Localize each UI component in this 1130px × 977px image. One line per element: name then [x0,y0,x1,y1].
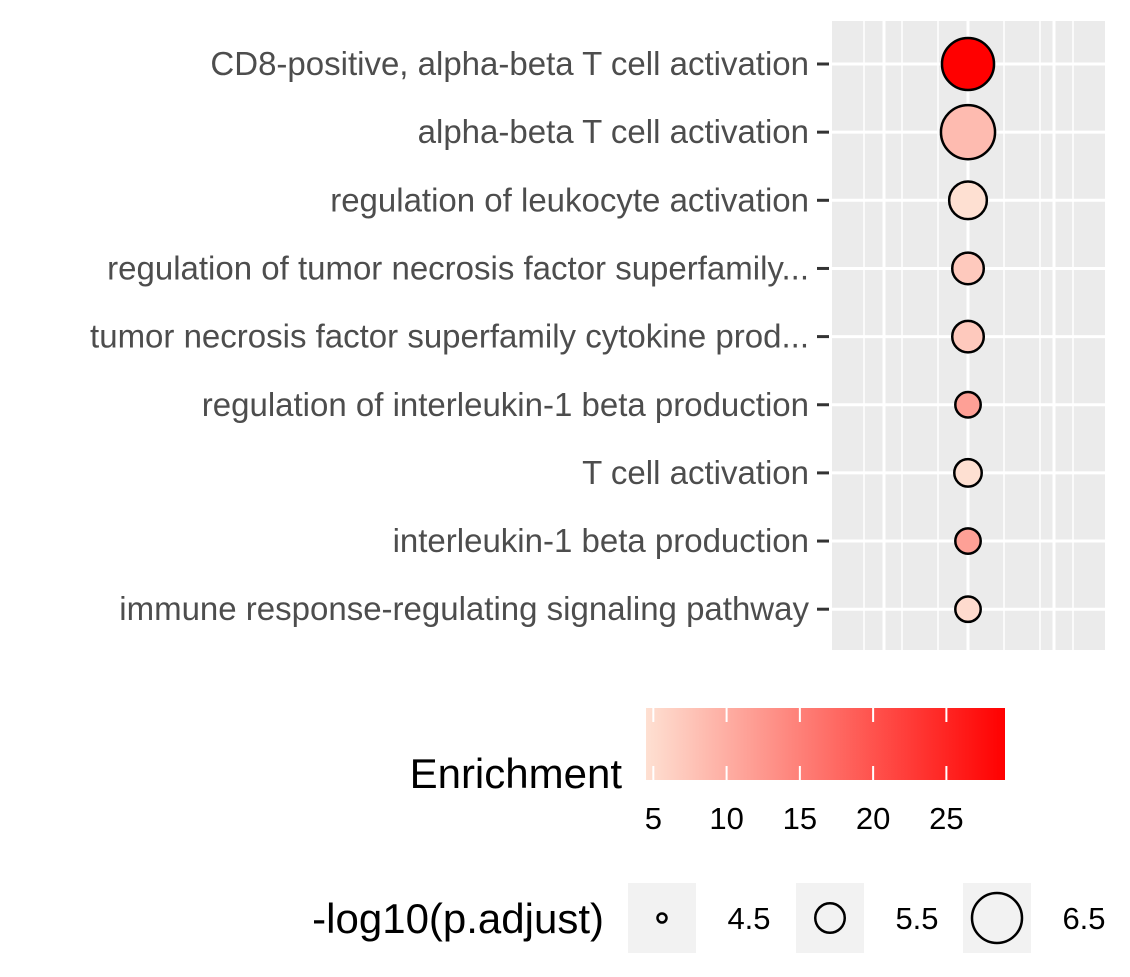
color-tick-label: 25 [929,801,963,836]
color-legend-title: Enrichment [410,750,623,797]
data-point [950,319,986,354]
y-axis-label: T cell activation [582,454,809,491]
y-axis-label: alpha-beta T cell activation [418,113,809,150]
size-legend: -log10(p.adjust) 4.5 5.5 6.5 [312,883,1106,953]
size-key-circle [814,902,846,934]
size-key-label: 6.5 [1062,901,1105,936]
color-tick-label: 5 [645,801,662,836]
y-axis-label: interleukin-1 beta production [393,522,809,559]
color-tick-label: 20 [856,801,890,836]
y-axis-label: regulation of tumor necrosis factor supe… [107,249,809,286]
y-axis-label: immune response-regulating signaling pat… [119,590,809,627]
size-key-label: 4.5 [727,901,770,936]
y-axis-label: regulation of leukocyte activation [330,181,809,218]
size-legend-keys: 4.5 5.5 6.5 [628,883,1106,953]
color-legend-ticks: 5 10 15 20 25 [645,708,964,836]
data-point [939,103,997,161]
data-point [954,390,982,419]
data-point [940,36,996,92]
size-key-circle [656,912,668,924]
y-axis-label: tumor necrosis factor superfamily cytoki… [90,318,809,355]
size-key-label: 5.5 [895,901,938,936]
color-legend: Enrichment 5 10 15 20 25 [410,708,1005,836]
points-layer [939,36,997,624]
y-axis-labels: CD8-positive, alpha-beta T cell activati… [90,45,829,627]
y-axis-label: CD8-positive, alpha-beta T cell activati… [210,45,809,82]
color-tick-label: 15 [783,801,817,836]
data-point [947,180,989,221]
size-legend-title: -log10(p.adjust) [312,895,604,942]
color-tick-label: 10 [709,801,743,836]
data-point [953,457,983,488]
data-point [954,527,982,555]
size-key-circle [970,891,1024,945]
data-point [954,595,982,624]
data-point [950,251,986,286]
color-bar [646,708,1005,780]
y-axis-label: regulation of interleukin-1 beta product… [202,386,809,423]
